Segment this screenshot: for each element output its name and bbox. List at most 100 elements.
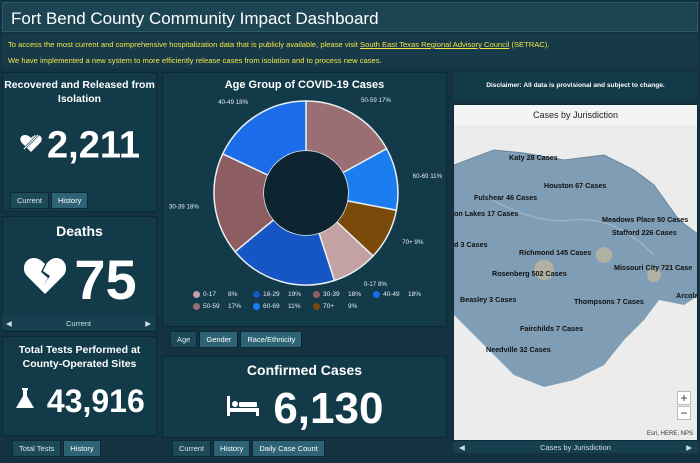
- slice-label-40-49: 40-49 18%: [218, 99, 248, 106]
- tab-history[interactable]: History: [51, 192, 89, 209]
- legend-item-50-59[interactable]: 50-59 17%: [193, 303, 253, 310]
- map-nav-label: Cases by Jurisdiction: [540, 442, 611, 452]
- tab-confirmed-current[interactable]: Current: [172, 440, 212, 457]
- age-chart-title: Age Group of COVID-19 Cases: [224, 79, 385, 91]
- legend-item-18-29[interactable]: 18-29 19%: [253, 291, 313, 298]
- recovered-value-block: 2,211: [3, 123, 156, 167]
- deaths-value: 75: [74, 248, 137, 311]
- legend-swatch: [313, 291, 320, 298]
- age-donut-chart: 50-59 17%60-69 11%70+ 9%0-17 8%18-29 19%…: [169, 97, 443, 288]
- legend-name: 70+: [323, 303, 335, 310]
- legend-item-30-39[interactable]: 30-39 18%: [313, 291, 373, 298]
- age-legend: 0-17 8% 18-29 19% 30-39 18% 40-49 18% 50-59 17% 60…: [193, 291, 433, 310]
- legend-name: 18-29: [263, 291, 280, 298]
- notice-line-2: We have implemented a new system to more…: [8, 56, 382, 65]
- map-label-thompsons: Thompsons 7 Cases: [574, 297, 644, 306]
- map-label-fulshear: Fulshear 46 Cases: [474, 193, 538, 202]
- notice-text: To access the most current and comprehen…: [8, 40, 361, 49]
- title-bar: Fort Bend County Community Impact Dashbo…: [2, 2, 698, 32]
- tests-value: 43,916: [46, 383, 145, 419]
- tab-age[interactable]: Age: [170, 331, 198, 348]
- flask-icon: [14, 388, 43, 416]
- disclaimer: Disclaimer: All data is provisional and …: [453, 72, 698, 100]
- notice-line-1: To access the most current and comprehen…: [2, 34, 698, 50]
- age-tabs: Age Gender Race/Ethnicity: [170, 331, 303, 348]
- jurisdiction-map[interactable]: Cases by Jurisdiction ☰ Katy 28 Cases Ho…: [453, 104, 698, 441]
- map-label-beasley: Beasley 3 Cases: [460, 295, 517, 304]
- tab-total-tests[interactable]: Total Tests: [12, 440, 62, 457]
- legend-pct: 8%: [228, 291, 238, 298]
- legend-swatch: [313, 303, 320, 310]
- deaths-prev-button[interactable]: ◀: [6, 318, 12, 328]
- tab-gender[interactable]: Gender: [199, 331, 239, 348]
- map-label-katy: Katy 28 Cases: [509, 153, 558, 162]
- tab-daily-case-count[interactable]: Daily Case Count: [252, 440, 325, 457]
- map-title: Cases by Jurisdiction: [454, 105, 697, 125]
- deaths-title: Deaths: [56, 223, 103, 239]
- notice-banner: To access the most current and comprehen…: [2, 34, 698, 68]
- zoom-out-button[interactable]: −: [677, 406, 691, 420]
- slice-label-60-69: 60-69 11%: [413, 173, 443, 180]
- deaths-value-block: 75: [3, 247, 156, 312]
- recovered-panel: Recovered and Released from Isolation 2,…: [2, 72, 157, 212]
- notice-text-end: (SETRAC).: [509, 40, 550, 49]
- recovered-title: Recovered and Released from Isolation: [4, 79, 155, 105]
- slice-label-50-59: 50-59 17%: [361, 97, 391, 104]
- map-label-stafford: Stafford 226 Cases: [612, 228, 677, 237]
- legend-pct: 9%: [348, 303, 358, 310]
- deaths-panel: Deaths 75: [2, 216, 157, 332]
- page-title: Fort Bend County Community Impact Dashbo…: [11, 9, 379, 28]
- deaths-next-button[interactable]: ▶: [145, 318, 151, 328]
- legend-swatch: [193, 303, 200, 310]
- legend-pct: 17%: [228, 303, 242, 310]
- tests-panel: Total Tests Performed at County-Operated…: [2, 336, 157, 436]
- slice-label-0-17: 0-17 8%: [364, 281, 388, 288]
- recovered-tabs: Current History: [10, 192, 89, 209]
- map-label-arcola: Arcola 1: [676, 291, 698, 300]
- map-prev-button[interactable]: ◀: [459, 442, 465, 452]
- recovered-value: 2,211: [47, 124, 140, 167]
- map-navbar: ◀ Cases by Jurisdiction ▶: [453, 441, 698, 453]
- age-chart-panel: 50-59 17% 60-69 11% 70+ 9% 0-17 8% 18-29 19%…: [162, 72, 447, 327]
- map-label-fairchilds: Fairchilds 7 Cases: [520, 324, 584, 333]
- legend-item-40-49[interactable]: 40-49 18%: [373, 291, 433, 298]
- map-label-weston-lakes: on Lakes 17 Cases: [454, 209, 519, 218]
- heart-syringe-icon: [19, 132, 43, 160]
- legend-item-70plus[interactable]: 70+ 9%: [313, 303, 373, 310]
- legend-swatch: [373, 291, 380, 298]
- deaths-nav-label: Current: [65, 318, 91, 328]
- legend-pct: 18%: [408, 291, 422, 298]
- setrac-link[interactable]: South East Texas Regional Advisory Counc…: [360, 40, 510, 49]
- confirmed-panel: Confirmed Cases 6,130: [162, 356, 447, 438]
- map-label-meadows-place: Meadows Place 50 Cases: [602, 215, 689, 224]
- donut-hole: [264, 151, 348, 235]
- legend-item-60-69[interactable]: 60-69 11%: [253, 303, 313, 310]
- zoom-in-button[interactable]: +: [677, 391, 691, 405]
- map-next-button[interactable]: ▶: [686, 442, 692, 452]
- map-attribution: Esri, HERE, NPS: [646, 431, 693, 437]
- legend-item-0-17[interactable]: 0-17 8%: [193, 291, 253, 298]
- broken-heart-icon: [22, 254, 68, 306]
- deaths-navbar: ◀ Current ▶: [2, 316, 155, 330]
- map-label-orchard: d 3 Cases: [454, 240, 488, 249]
- map-label-houston: Houston 67 Cases: [544, 181, 607, 190]
- slice-label-70plus: 70+ 9%: [402, 239, 424, 246]
- legend-name: 30-39: [323, 291, 340, 298]
- legend-name: 60-69: [263, 303, 280, 310]
- map-label-rosenberg: Rosenberg 502 Cases: [492, 269, 567, 278]
- tab-confirmed-history[interactable]: History: [213, 440, 251, 457]
- tab-current[interactable]: Current: [10, 192, 50, 209]
- map-label-needville: Needville 32 Cases: [486, 345, 551, 354]
- hospital-bed-icon: [226, 393, 268, 424]
- tab-tests-history[interactable]: History: [63, 440, 101, 457]
- tab-race-ethnicity[interactable]: Race/Ethnicity: [240, 331, 303, 348]
- legend-swatch: [193, 291, 200, 298]
- legend-pct: 19%: [288, 291, 302, 298]
- legend-pct: 11%: [288, 303, 301, 310]
- legend-name: 50-59: [203, 303, 220, 310]
- confirmed-value-block: 6,130: [163, 384, 446, 434]
- map-label-richmond: Richmond 145 Cases: [519, 248, 592, 257]
- confirmed-value: 6,130: [273, 384, 384, 433]
- legend-pct: 18%: [348, 291, 362, 298]
- slice-label-30-39: 30-39 18%: [169, 204, 199, 211]
